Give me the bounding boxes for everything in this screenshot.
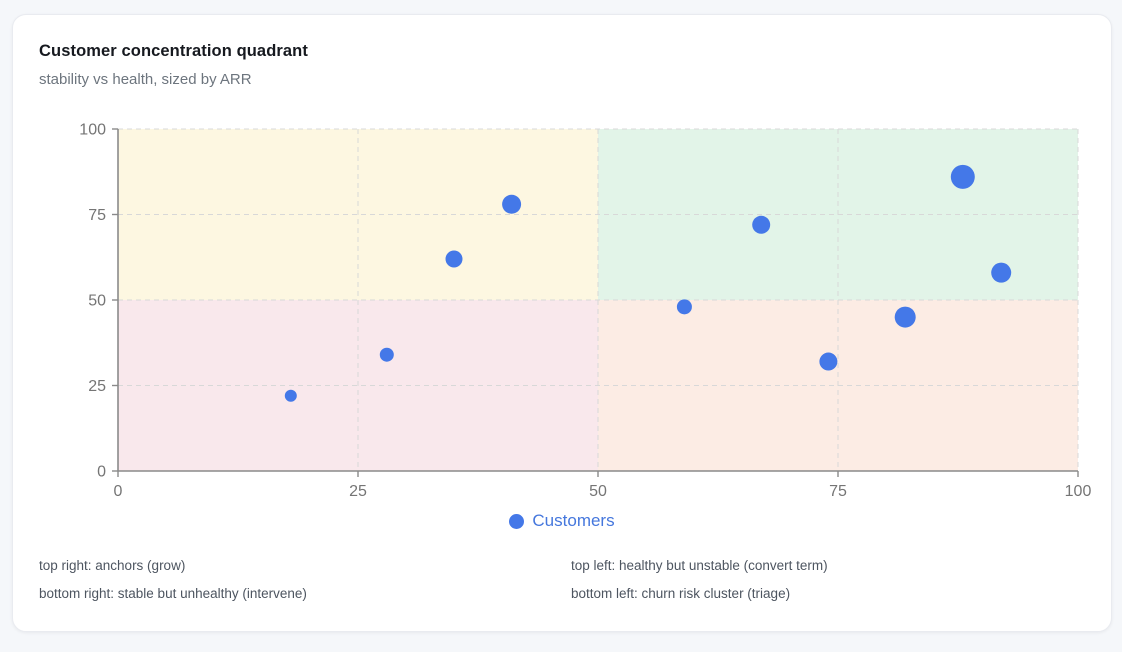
x-tick-label-75: 75 <box>829 483 847 500</box>
legend-dot-icon <box>509 513 525 529</box>
note-top-left-quadrant: top left: healthy but unstable (convert … <box>571 558 828 573</box>
scatter-point-8[interactable] <box>950 164 975 189</box>
legend-item-customers[interactable]: Customers <box>13 511 1111 531</box>
scatter-point-2[interactable] <box>445 250 463 268</box>
x-tick-label-25: 25 <box>349 483 367 500</box>
scatter-point-7[interactable] <box>894 306 916 328</box>
note-top-right-quadrant: top right: anchors (grow) <box>39 558 186 573</box>
chart-subtitle: stability vs health, sized by ARR <box>39 71 252 88</box>
x-tick-label-100: 100 <box>1065 483 1092 500</box>
scatter-point-6[interactable] <box>819 352 838 371</box>
y-tick-label-25: 25 <box>88 378 106 395</box>
note-bottom-right-quadrant: bottom right: stable but unhealthy (inte… <box>39 586 307 601</box>
scatter-point-1[interactable] <box>379 347 394 362</box>
scatter-point-9[interactable] <box>991 262 1012 283</box>
y-tick-label-50: 50 <box>88 293 106 310</box>
quadrant-scatter-chart[interactable]: 0 25 50 75 100 0 25 50 75 100 <box>13 15 1111 511</box>
scatter-point-0[interactable] <box>284 389 297 402</box>
note-bottom-left-quadrant: bottom left: churn risk cluster (triage) <box>571 586 791 601</box>
legend-label: Customers <box>532 511 615 530</box>
x-tick-label-0: 0 <box>114 483 123 500</box>
chart-title: Customer concentration quadrant <box>39 42 308 60</box>
chart-card: Customer concentration quadrant stabilit… <box>12 14 1112 632</box>
y-tick-label-100: 100 <box>79 122 106 139</box>
scatter-point-4[interactable] <box>676 299 692 315</box>
x-tick-label-50: 50 <box>589 483 607 500</box>
scatter-point-3[interactable] <box>502 194 522 214</box>
y-tick-label-0: 0 <box>97 464 106 481</box>
scatter-point-5[interactable] <box>752 215 771 234</box>
y-tick-label-75: 75 <box>88 207 106 224</box>
